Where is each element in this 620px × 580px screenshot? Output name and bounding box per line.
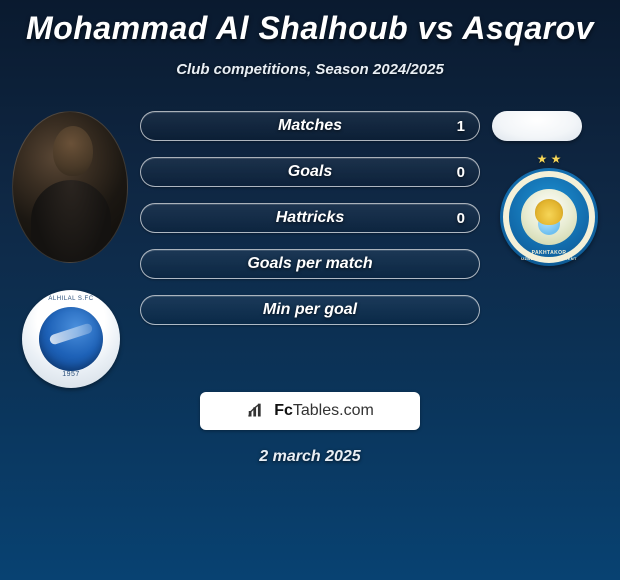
stat-bar: Goals 0 xyxy=(140,157,480,187)
stat-bar: Min per goal xyxy=(140,295,480,325)
date: 2 march 2025 xyxy=(0,448,620,466)
stat-value-right: 0 xyxy=(457,158,465,186)
stat-bar: Matches 1 xyxy=(140,111,480,141)
brand-badge: FcTables.com xyxy=(200,392,420,430)
mid-section: ALHILAL S.FC 1957 ★ ★ PAKHTAKOR UZBEKIST… xyxy=(0,98,620,378)
stat-bars: Matches 1 Goals 0 Hattricks 0 Goals per … xyxy=(140,111,480,341)
club-right-badge: ★ ★ PAKHTAKOR UZBEKISTAN TASHKENT xyxy=(500,168,598,266)
stat-label: Matches xyxy=(141,112,479,140)
club-left-globe-icon xyxy=(39,307,103,371)
club-left-name-bottom: 1957 xyxy=(22,371,120,378)
club-right-name: PAKHTAKOR UZBEKISTAN TASHKENT xyxy=(500,250,598,262)
subtitle: Club competitions, Season 2024/2025 xyxy=(0,61,620,78)
bar-chart-icon xyxy=(246,400,268,422)
comparison-card: Mohammad Al Shalhoub vs Asqarov Club com… xyxy=(0,0,620,580)
stat-value-right: 1 xyxy=(457,112,465,140)
dome-icon xyxy=(538,213,560,235)
club-left-badge: ALHILAL S.FC 1957 xyxy=(22,290,120,388)
stars-icon: ★ ★ xyxy=(500,152,598,166)
stat-label: Goals xyxy=(141,158,479,186)
brand-text: FcTables.com xyxy=(274,402,374,420)
player-left-photo xyxy=(12,111,128,263)
stat-label: Min per goal xyxy=(141,296,479,324)
player-right-photo-placeholder xyxy=(492,111,582,141)
stat-label: Goals per match xyxy=(141,250,479,278)
stat-bar: Hattricks 0 xyxy=(140,203,480,233)
page-title: Mohammad Al Shalhoub vs Asqarov xyxy=(0,0,620,47)
stat-label: Hattricks xyxy=(141,204,479,232)
club-right-emblem-icon xyxy=(521,189,577,245)
stat-bar: Goals per match xyxy=(140,249,480,279)
club-left-name-top: ALHILAL S.FC xyxy=(22,296,120,302)
stat-value-right: 0 xyxy=(457,204,465,232)
